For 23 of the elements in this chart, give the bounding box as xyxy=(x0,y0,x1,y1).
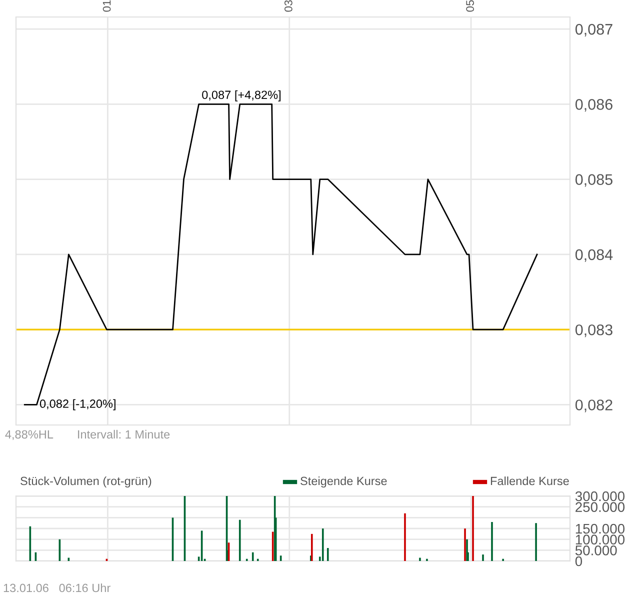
y-tick-label: 300.000 xyxy=(575,491,625,502)
y-tick-label: 50.000 xyxy=(575,546,617,556)
annotation: 0,087 [+4,82%] xyxy=(202,90,281,102)
text: 4,88%HL xyxy=(5,430,54,440)
text: 13.01.06 06:16 Uhr xyxy=(4,583,110,592)
y-tick-label: 0,082 xyxy=(575,400,612,412)
x-tick-label: 03 xyxy=(284,0,292,12)
y-tick-label: 0,087 xyxy=(575,24,612,37)
y-tick-label: 0 xyxy=(575,556,582,566)
y-tick-label: 100.000 xyxy=(576,534,625,545)
x-tick-label: 01 xyxy=(102,0,111,12)
y-tick-label: 0,084 xyxy=(575,249,613,262)
chart-title: Stück-Volumen (rot-grün) xyxy=(20,476,152,488)
annotation: 0,082 [-1,20%] xyxy=(40,399,116,410)
x-tick-label: 05 xyxy=(466,0,474,12)
legend-label: Fallende Kurse xyxy=(490,476,569,486)
y-tick-label: 0,085 xyxy=(575,174,612,187)
y-tick-label: 150.000 xyxy=(576,524,625,534)
text: Intervall: 1 Minute xyxy=(78,430,170,439)
legend-label: Steigende Kurse xyxy=(300,476,387,488)
y-tick-label: 0,083 xyxy=(575,324,612,338)
y-tick-label: 0,086 xyxy=(575,99,612,112)
y-tick-label: 250.000 xyxy=(576,502,625,512)
